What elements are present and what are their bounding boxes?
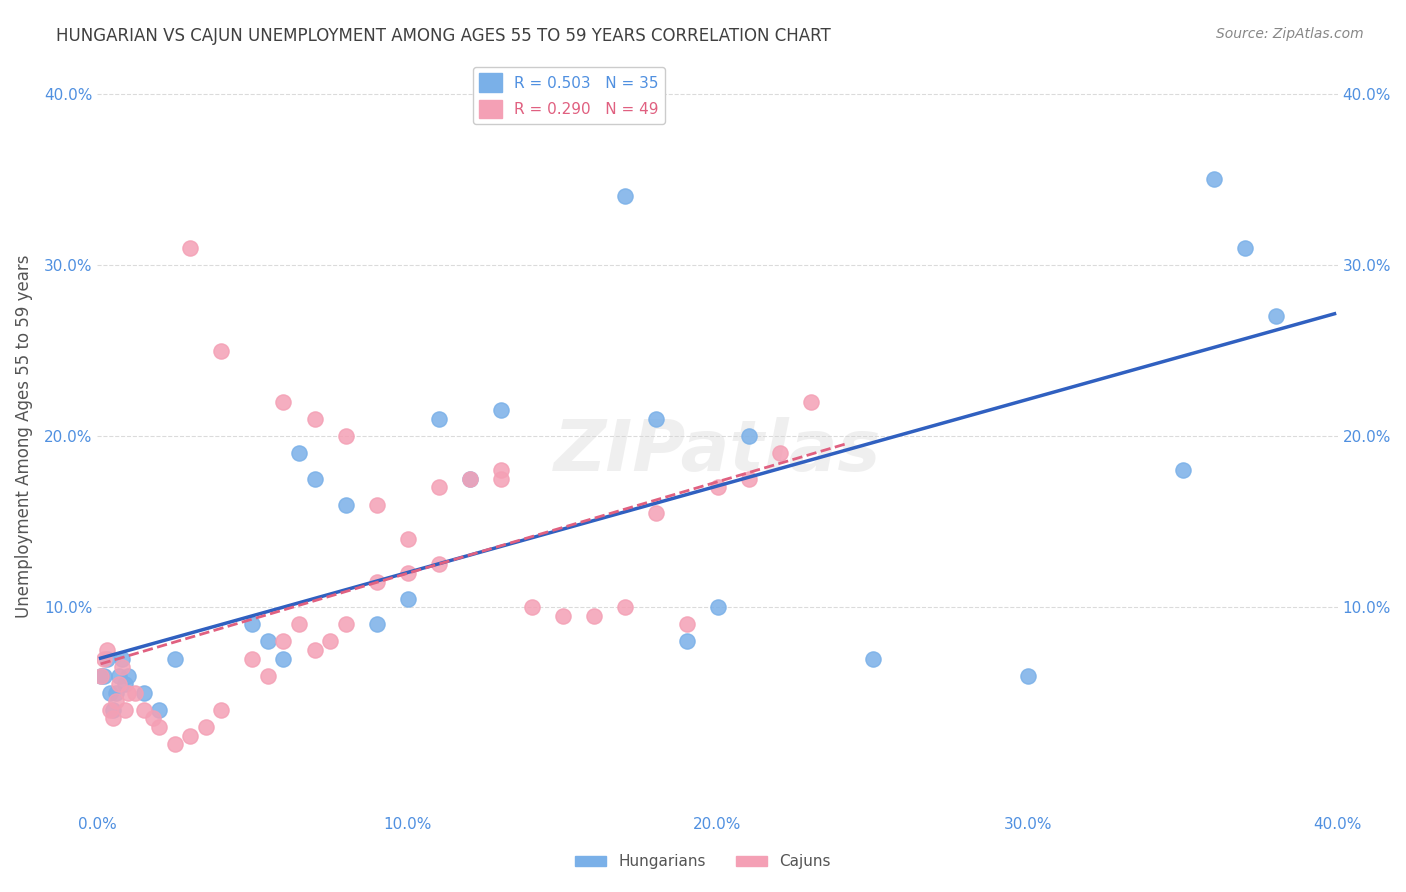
Point [644,412,666,426]
Point [304,412,326,426]
Point [335,429,357,443]
Point [489,472,512,486]
Point [242,617,264,632]
Point [111,660,134,674]
Point [179,241,201,255]
Point [520,600,543,615]
Point [800,394,823,409]
Point [427,480,450,494]
Point [1202,172,1225,186]
Point [105,686,128,700]
Point [458,472,481,486]
Point [124,686,146,700]
Y-axis label: Unemployment Among Ages 55 to 59 years: Unemployment Among Ages 55 to 59 years [15,254,32,618]
Text: Source: ZipAtlas.com: Source: ZipAtlas.com [1216,27,1364,41]
Point [93,651,115,665]
Point [90,668,112,682]
Point [675,634,697,648]
Point [768,446,790,460]
Point [101,703,124,717]
Point [862,651,884,665]
Text: HUNGARIAN VS CAJUN UNEMPLOYMENT AMONG AGES 55 TO 59 YEARS CORRELATION CHART: HUNGARIAN VS CAJUN UNEMPLOYMENT AMONG AG… [56,27,831,45]
Point [257,634,280,648]
Point [1264,310,1286,324]
Point [582,608,605,623]
Point [98,703,121,717]
Point [396,591,419,606]
Point [551,608,574,623]
Point [273,651,295,665]
Point [142,711,165,725]
Point [108,677,131,691]
Point [737,429,759,443]
Point [427,558,450,572]
Text: ZIPatlas: ZIPatlas [554,417,882,485]
Point [242,651,264,665]
Point [108,668,131,682]
Point [613,600,636,615]
Point [195,720,218,734]
Point [706,600,728,615]
Point [737,472,759,486]
Point [148,703,170,717]
Point [396,566,419,580]
Point [98,686,121,700]
Point [1171,463,1194,477]
Point [257,668,280,682]
Point [105,694,128,708]
Point [706,480,728,494]
Point [211,343,233,358]
Point [1017,668,1039,682]
Point [96,643,118,657]
Point [304,643,326,657]
Point [396,532,419,546]
Point [304,472,326,486]
Point [114,703,136,717]
Point [489,463,512,477]
Point [613,189,636,203]
Legend: Hungarians, Cajuns: Hungarians, Cajuns [569,848,837,875]
Point [273,394,295,409]
Point [117,668,139,682]
Point [288,617,311,632]
Point [675,617,697,632]
Point [117,686,139,700]
Point [366,617,388,632]
Point [148,720,170,734]
Point [111,651,134,665]
Point [114,677,136,691]
Point [335,498,357,512]
Point [211,703,233,717]
Point [179,729,201,743]
Point [335,617,357,632]
Point [132,703,155,717]
Point [427,412,450,426]
Legend: R = 0.503   N = 35, R = 0.290   N = 49: R = 0.503 N = 35, R = 0.290 N = 49 [472,67,665,124]
Point [101,711,124,725]
Point [644,506,666,520]
Point [90,668,112,682]
Point [319,634,342,648]
Point [458,472,481,486]
Point [132,686,155,700]
Point [163,737,186,751]
Point [163,651,186,665]
Point [489,403,512,417]
Point [366,498,388,512]
Point [93,668,115,682]
Point [366,574,388,589]
Point [1233,241,1256,255]
Point [96,651,118,665]
Point [273,634,295,648]
Point [288,446,311,460]
